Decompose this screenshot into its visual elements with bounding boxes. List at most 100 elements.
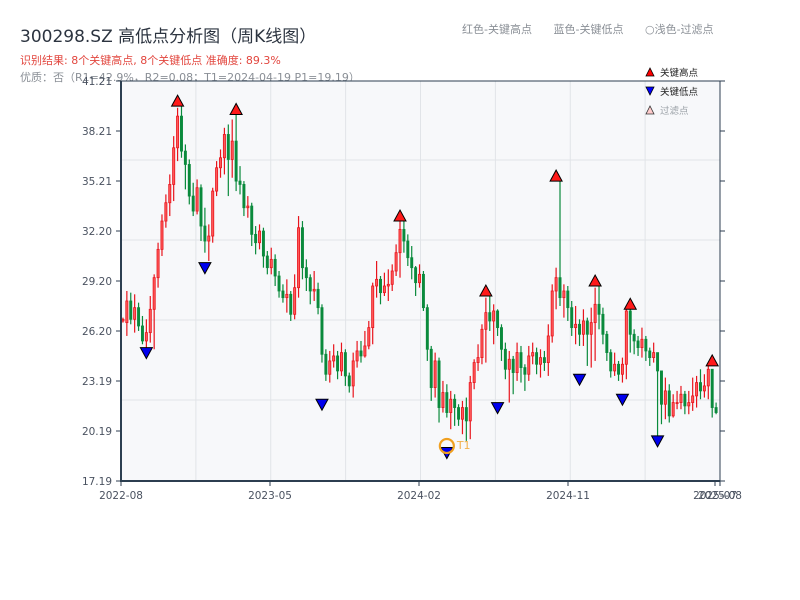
x-tick-label: 2023-05 xyxy=(248,490,292,502)
candle-body-up xyxy=(293,287,297,315)
x-tick-label: 2024-02 xyxy=(397,490,441,502)
candle-body-down xyxy=(347,375,351,387)
candle-body-up xyxy=(332,355,336,362)
candle-body-up xyxy=(695,382,699,397)
candle-body-up xyxy=(593,303,597,324)
candle-body-down xyxy=(445,392,449,413)
candle-body-down xyxy=(437,360,441,408)
key-high-marker xyxy=(705,353,720,367)
candle-body-down xyxy=(304,267,308,279)
candle-body-down xyxy=(414,267,418,284)
candle-body-up xyxy=(156,248,160,279)
candle-body-down xyxy=(289,293,293,315)
candle-body-down xyxy=(617,363,621,375)
candle-body-down xyxy=(519,352,523,368)
candle-body-up xyxy=(449,398,453,413)
candle-body-down xyxy=(359,350,363,357)
candle-body-up xyxy=(652,352,656,359)
candle-body-down xyxy=(656,352,660,372)
candle-body-up xyxy=(328,360,332,375)
y-tick-label: 17.19 xyxy=(82,476,112,488)
candle-body-down xyxy=(605,333,609,354)
candle-body-down xyxy=(129,300,133,320)
candle-body-down xyxy=(238,180,242,185)
candle-body-up xyxy=(671,402,675,417)
candle-body-up xyxy=(624,310,628,365)
legend-label: 关键高点 xyxy=(660,67,699,79)
candle-body-down xyxy=(535,352,539,365)
candle-body-up xyxy=(133,307,137,320)
candle-body-up xyxy=(527,355,531,375)
candle-body-up xyxy=(472,362,476,383)
candle-body-down xyxy=(183,150,187,165)
y-tick-label: 20.19 xyxy=(82,426,112,438)
candle-body-up xyxy=(574,323,578,329)
candle-body-up xyxy=(394,252,398,272)
candle-body-down xyxy=(464,407,468,422)
key-high-marker xyxy=(170,94,185,107)
key-low-marker xyxy=(315,398,329,412)
candle-body-down xyxy=(191,195,195,212)
candle-body-up xyxy=(219,157,222,169)
candles xyxy=(121,106,718,441)
key-low-marker xyxy=(572,373,587,387)
candle-body-up xyxy=(121,318,125,322)
candle-body-up xyxy=(687,402,691,407)
candle-body-up xyxy=(285,293,289,299)
candle-body-up xyxy=(215,167,219,192)
candle-body-down xyxy=(609,352,613,372)
key-low-marker xyxy=(198,262,212,275)
candle-body-down xyxy=(187,164,191,197)
candle-body-up xyxy=(125,300,129,324)
candle-body-up xyxy=(375,278,379,287)
candle-body-down xyxy=(226,134,230,160)
candle-body-up xyxy=(480,328,484,359)
x-tick-label: 2025-07 xyxy=(693,490,737,502)
candle-body-down xyxy=(137,307,141,327)
candle-body-down xyxy=(601,313,605,335)
candle-body-down xyxy=(199,187,203,227)
candle-body-down xyxy=(308,277,312,292)
chart-title: 300298.SZ 高低点分析图（周K线图） xyxy=(20,27,317,47)
candle-body-down xyxy=(714,407,718,413)
candle-body-down xyxy=(234,140,238,182)
candle-body-down xyxy=(632,333,636,342)
y-tick-label: 41.21 xyxy=(82,76,112,88)
candle-body-down xyxy=(402,228,406,242)
candle-body-down xyxy=(566,290,570,309)
candle-body-down xyxy=(667,390,671,417)
legend-marker-triangle-down-icon xyxy=(645,86,655,96)
candle-body-down xyxy=(597,303,601,315)
candle-body-down xyxy=(511,358,515,373)
candle-body-up xyxy=(433,360,437,388)
x-tick-label: 2024-11 xyxy=(546,490,590,502)
recognition-result: 识别结果: 8个关键高点, 8个关键低点 准确度: 89.3% xyxy=(20,54,281,67)
candle-body-down xyxy=(410,257,414,269)
candle-body-up xyxy=(589,322,593,335)
candle-body-up xyxy=(351,360,355,387)
candle-body-up xyxy=(702,385,706,392)
candle-body-down xyxy=(273,258,277,277)
candle-body-up xyxy=(382,285,386,294)
y-tick-label: 26.20 xyxy=(82,326,112,338)
legend-label: 过滤点 xyxy=(660,105,689,117)
color-key-blue: 蓝色-关键低点 xyxy=(553,23,624,36)
candle-body-up xyxy=(207,235,211,242)
candle-body-down xyxy=(699,382,702,392)
candle-body-down xyxy=(421,273,425,309)
candle-body-up xyxy=(230,140,234,160)
x-tick-label: 2025-08 xyxy=(698,490,742,502)
key-low-marker xyxy=(615,393,630,407)
legend-marker-triangle-up-icon xyxy=(645,67,655,77)
candle-body-up xyxy=(554,277,558,292)
candle-body-up xyxy=(418,273,421,284)
candle-body-up xyxy=(675,402,679,404)
candle-body-up xyxy=(441,392,445,408)
candle-body-down xyxy=(628,310,632,335)
candle-body-down xyxy=(320,307,324,355)
candle-body-down xyxy=(585,320,589,335)
candle-body-up xyxy=(258,230,262,244)
candle-body-up xyxy=(539,357,542,365)
candle-body-up xyxy=(312,288,316,292)
